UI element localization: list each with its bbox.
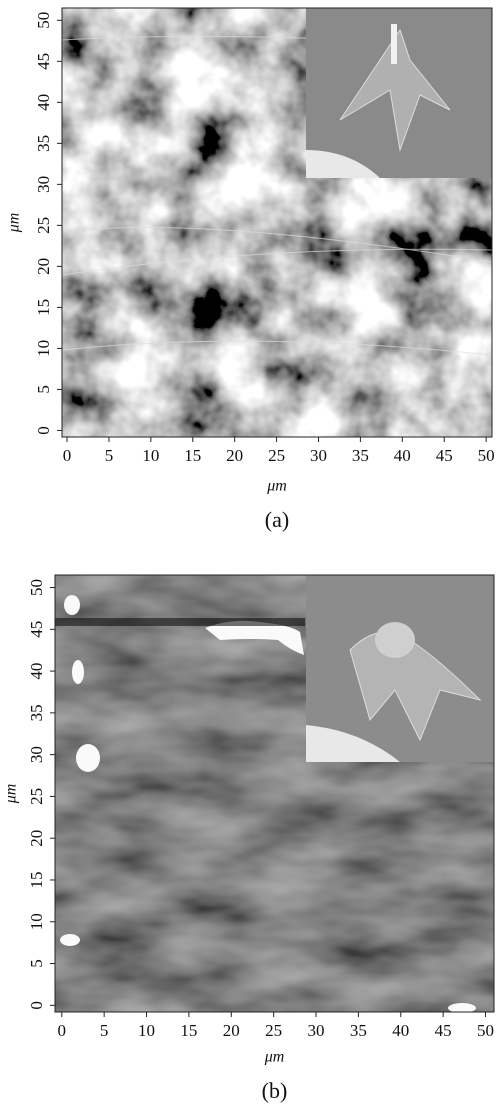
y-tick-label: 20	[27, 830, 46, 847]
y-axis-label: μm	[6, 213, 23, 234]
y-tick-label: 10	[27, 913, 46, 930]
y-tick-label: 30	[27, 746, 46, 763]
x-tick-label: 0	[63, 446, 72, 465]
x-tick-label: 15	[180, 1021, 197, 1040]
y-tick-label: 5	[34, 385, 53, 394]
x-tick-label: 25	[268, 446, 285, 465]
figure: 0510152025303540455005101520253035404550…	[0, 0, 496, 1109]
y-tick-label: 35	[27, 704, 46, 721]
x-tick-label: 5	[105, 446, 114, 465]
x-tick-label: 35	[350, 1021, 367, 1040]
y-tick-label: 15	[34, 299, 53, 316]
y-tick-label: 0	[34, 426, 53, 435]
x-tick-label: 40	[394, 446, 411, 465]
y-tick-label: 10	[34, 340, 53, 357]
sem-inset	[306, 8, 492, 178]
y-tick-label: 25	[27, 788, 46, 805]
y-tick-label: 45	[34, 53, 53, 70]
y-tick-label: 35	[34, 135, 53, 152]
sem-inset	[306, 575, 494, 762]
y-tick-label: 40	[27, 663, 46, 680]
y-tick-label: 50	[34, 12, 53, 29]
y-tick-label: 25	[34, 217, 53, 234]
x-tick-label: 40	[392, 1021, 409, 1040]
x-tick-label: 5	[100, 1021, 109, 1040]
x-tick-label: 15	[184, 446, 201, 465]
x-tick-label: 10	[138, 1021, 155, 1040]
x-tick-label: 20	[226, 446, 243, 465]
x-tick-label: 35	[352, 446, 369, 465]
y-tick-label: 45	[27, 621, 46, 638]
y-axis-label: μm	[3, 784, 20, 805]
y-tick-label: 40	[34, 94, 53, 111]
x-tick-label: 25	[265, 1021, 282, 1040]
dark-band	[55, 618, 305, 626]
x-tick-label: 10	[142, 446, 159, 465]
caption: (a)	[265, 507, 289, 532]
x-tick-label: 30	[310, 446, 327, 465]
x-tick-label: 0	[58, 1021, 67, 1040]
y-tick-label: 5	[27, 959, 46, 968]
x-tick-label: 50	[478, 446, 495, 465]
y-tick-label: 50	[27, 579, 46, 596]
x-tick-label: 30	[308, 1021, 325, 1040]
x-tick-label: 50	[477, 1021, 494, 1040]
y-tick-label: 30	[34, 176, 53, 193]
caption: (b)	[262, 1078, 288, 1103]
x-axis-label: μm	[264, 1049, 285, 1066]
y-tick-label: 20	[34, 258, 53, 275]
x-axis-label: μm	[266, 478, 287, 495]
y-tick-label: 15	[27, 871, 46, 888]
y-tick-label: 0	[27, 1001, 46, 1010]
x-tick-label: 45	[435, 1021, 452, 1040]
x-tick-label: 45	[436, 446, 453, 465]
x-tick-label: 20	[223, 1021, 240, 1040]
